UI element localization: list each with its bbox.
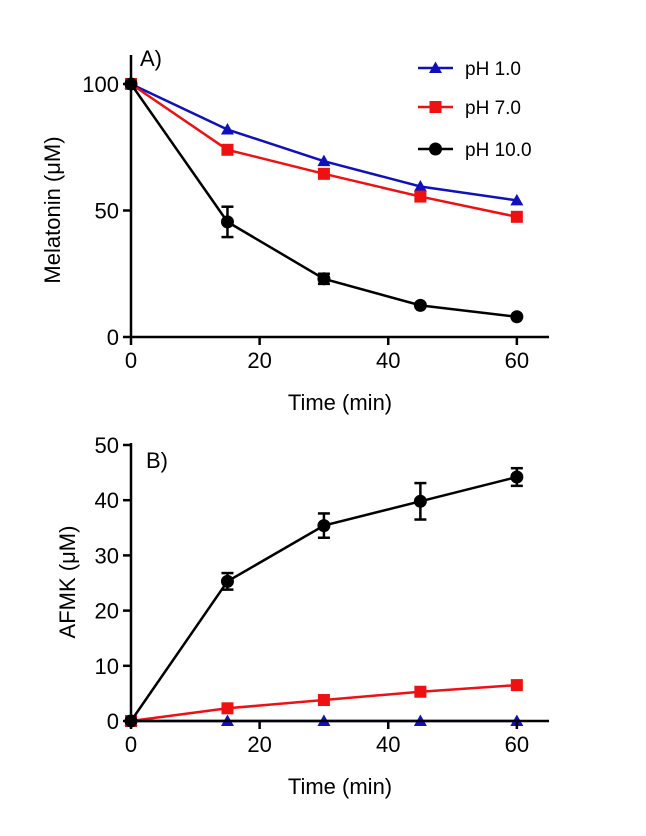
legend-marker-square [429, 101, 442, 113]
panel-b-x-tick-label: 0 [125, 732, 137, 757]
panel-b-data-point-square [510, 679, 523, 692]
panel-b-x-tick-label: 40 [376, 732, 400, 757]
panel-b-plot-area [124, 466, 524, 728]
panel-a-x-tick-label: 20 [247, 348, 271, 373]
panel-a: 0 20 40 60 0 50 100 A) Time (min) Melatonin (μ… [40, 46, 549, 415]
legend-marker-triangle [429, 61, 442, 73]
panel-b-data-point-circle [413, 494, 427, 508]
panel-a-x-tick-label: 40 [376, 348, 400, 373]
panel-a-data-point-triangle [220, 123, 234, 135]
panel-b-y-tick-label: 0 [107, 709, 119, 734]
legend-label: pH 7.0 [465, 98, 521, 119]
panel-b-y-axis-title: AFMK (μM) [55, 526, 80, 639]
panel-a-data-point-circle [220, 215, 234, 229]
panel-a-y-tick-label: 50 [95, 199, 119, 224]
panel-a-x-tick-label: 0 [125, 348, 137, 373]
panel-a-data-point-circle [510, 310, 524, 324]
panel-b-x-axis-title: Time (min) [288, 774, 392, 799]
legend-entry-circle: pH 10.0 [418, 140, 532, 161]
legend-label: pH 1.0 [465, 59, 521, 80]
panel-b-ticks: 0 20 40 60 0 10 20 30 40 50 [95, 433, 530, 757]
legend-entry-triangle: pH 1.0 [418, 59, 521, 80]
panel-a-data-point-triangle [510, 193, 524, 206]
panel-a-ticks: 0 20 40 60 0 50 100 [82, 72, 529, 373]
panel-a-x-axis-title: Time (min) [288, 390, 392, 415]
panel-a-data-point-square [317, 167, 330, 180]
panel-b-y-tick-label: 50 [95, 433, 119, 458]
panel-a-label: A) [140, 46, 162, 71]
panel-a-y-tick-label: 0 [107, 325, 119, 350]
panel-b-data-point-circle [510, 470, 524, 484]
panel-a-x-tick-label: 60 [505, 348, 529, 373]
panel-a-series-line-triangle [130, 82, 518, 202]
panel-a-y-tick-label: 100 [82, 72, 119, 97]
legend-entry-square: pH 7.0 [418, 98, 521, 119]
panel-a-plot-area [124, 77, 524, 324]
panel-b-data-point-circle [317, 519, 331, 533]
panel-b-data-point-square [414, 685, 427, 698]
panel-b-y-tick-label: 40 [95, 488, 119, 513]
panel-a-data-point-square [414, 190, 427, 203]
panel-b-data-point-circle [220, 574, 234, 588]
panel-a-series-line-square [130, 82, 518, 219]
panel-b-x-tick-label: 20 [247, 732, 271, 757]
panel-a-data-point-triangle [413, 179, 427, 192]
panel-a-data-point-triangle [317, 154, 331, 167]
panel-b-data-point-square [317, 694, 330, 707]
panel-b-y-tick-label: 10 [95, 654, 119, 679]
panel-a-data-point-circle [317, 272, 331, 286]
panel-b-y-tick-label: 30 [95, 543, 119, 568]
panel-a-y-axis-title: Melatonin (μM) [40, 136, 65, 283]
panel-b-data-point-square [221, 702, 234, 715]
legend: pH 1.0 pH 7.0 pH 10.0 [418, 59, 532, 161]
panel-a-data-point-square [510, 210, 523, 223]
panel-a-data-point-square [221, 143, 234, 156]
panel-b-label: B) [146, 448, 168, 473]
panel-b: 0 20 40 60 0 10 20 30 40 50 B) Time (min) AFMK (μ… [55, 433, 549, 799]
panel-b-x-tick-label: 60 [505, 732, 529, 757]
legend-marker-circle [429, 142, 442, 156]
legend-label: pH 10.0 [465, 140, 532, 161]
panel-b-y-tick-label: 20 [95, 599, 119, 624]
panel-a-data-point-circle [413, 298, 427, 312]
